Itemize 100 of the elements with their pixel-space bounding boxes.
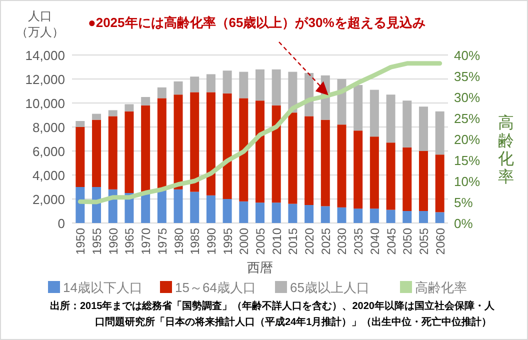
y-tick-label: 4,000	[32, 168, 65, 183]
bar	[157, 98, 166, 191]
legend-label: 14歳以下人口	[63, 280, 142, 295]
x-tick-label: 1955	[90, 228, 104, 255]
bar	[354, 130, 363, 209]
bar	[256, 69, 264, 101]
bar	[386, 94, 396, 143]
bar	[141, 105, 150, 193]
bar	[354, 208, 363, 223]
y2-tick-label: 25%	[454, 111, 480, 126]
x-tick-label: 1990	[204, 228, 218, 255]
x-tick-label: 2045	[384, 228, 398, 255]
bar	[402, 100, 412, 148]
y2-tick-label: 0%	[454, 216, 474, 231]
bar	[435, 154, 444, 212]
bar	[190, 76, 200, 92]
annotation: ●2025年には高齢化率（65歳以上）が30%を超える見込み	[88, 15, 426, 30]
bar	[435, 111, 444, 155]
x-tick-label: 2005	[254, 228, 268, 255]
bar	[174, 81, 183, 95]
bar	[124, 104, 134, 112]
bar	[92, 114, 102, 120]
bar	[256, 100, 264, 203]
bar	[108, 110, 118, 116]
bar	[337, 124, 346, 208]
bar	[92, 120, 102, 187]
bar	[76, 187, 85, 223]
x-tick-label: 1995	[220, 228, 235, 255]
bar	[222, 70, 232, 94]
bar	[304, 116, 314, 205]
x-tick-label: 2050	[400, 228, 415, 255]
bar	[174, 94, 183, 190]
bar	[141, 193, 150, 223]
text: 出所：2015年までは総務省「国勢調査」（年齢不詳人口を含む）、2020年以降は国立社会保障・人口問題研究所「日本の将来推計人口（平成24年1月推計）」（出生中位・死亡中位推計）	[50, 300, 496, 328]
y2-tick-label: 20%	[454, 132, 480, 147]
bar	[288, 204, 298, 223]
legend-label: 65歳以上人口	[290, 280, 370, 295]
bar	[288, 112, 298, 204]
x-tick-label: 2000	[237, 228, 252, 255]
bar	[272, 105, 281, 203]
bar	[272, 69, 281, 106]
legend-label: 高齢化率	[415, 280, 467, 295]
bar	[435, 212, 444, 223]
y-axis-title: 人口（万人）	[16, 9, 64, 39]
bar	[402, 147, 412, 211]
bar	[304, 205, 314, 223]
bar	[239, 201, 248, 223]
y2-tick-label: 40%	[454, 48, 480, 63]
x-axis-title: 西暦	[247, 260, 273, 275]
bar	[239, 72, 248, 98]
bar	[337, 207, 346, 223]
bar	[76, 121, 85, 127]
bar	[239, 98, 248, 202]
x-tick-label: 1975	[155, 228, 170, 255]
y2-tick-label: 15%	[454, 153, 480, 168]
bar	[256, 202, 264, 223]
y-tick-label: 0	[58, 216, 65, 231]
bar	[386, 210, 396, 223]
bar	[76, 127, 85, 187]
y-tick-label: 10,000	[25, 96, 65, 111]
bar	[402, 211, 412, 223]
bar	[272, 202, 281, 223]
bar	[320, 206, 330, 223]
x-tick-label: 1965	[122, 228, 137, 255]
bar	[386, 142, 396, 210]
bar	[418, 151, 428, 211]
bar	[354, 85, 363, 131]
y2-tick-label: 35%	[454, 69, 480, 84]
bar	[108, 116, 118, 190]
bar	[124, 111, 134, 193]
bar	[222, 199, 232, 223]
bar	[370, 90, 379, 137]
bar	[370, 208, 379, 223]
bar	[418, 106, 428, 151]
x-tick-label: 2020	[302, 228, 317, 255]
bar	[206, 92, 216, 196]
bar	[206, 74, 216, 92]
y2-tick-label: 30%	[454, 90, 480, 105]
x-tick-label: 1985	[188, 228, 202, 255]
line-series	[78, 61, 442, 204]
bar	[141, 97, 150, 106]
x-tick-label: 1970	[139, 228, 154, 255]
y2-tick-label: 5%	[454, 195, 474, 210]
bar	[206, 195, 216, 223]
bar	[418, 211, 428, 223]
x-tick-label: 2015	[286, 228, 300, 255]
x-tick-label: 2060	[433, 228, 448, 255]
x-tick-label: 1960	[106, 228, 120, 255]
y-tick-label: 12,000	[25, 72, 65, 87]
bar	[222, 93, 232, 199]
x-tick-label: 2025	[318, 228, 333, 255]
bar	[174, 189, 183, 223]
y-tick-label: 8,000	[32, 120, 65, 135]
y-tick-label: 14,000	[25, 48, 65, 63]
y-tick-label: 2,000	[32, 192, 65, 207]
x-tick-label: 2035	[352, 228, 366, 255]
x-tick-label: 2055	[416, 228, 431, 255]
y-tick-label: 6,000	[32, 144, 65, 159]
x-tick-label: 1980	[172, 228, 186, 255]
bar	[370, 136, 379, 209]
